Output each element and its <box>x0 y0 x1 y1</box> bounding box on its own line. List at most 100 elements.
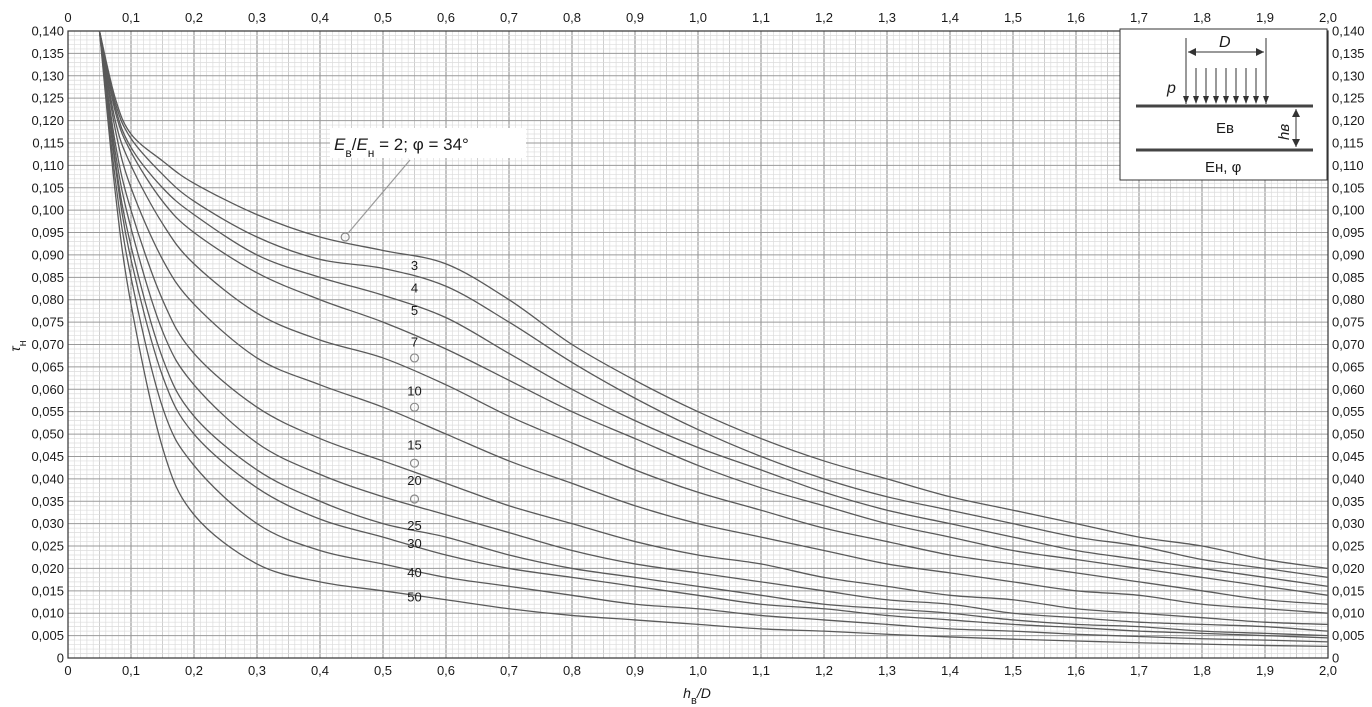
x-tick-label-bottom: 0,5 <box>374 663 392 678</box>
y-tick-label-right: 0,045 <box>1332 449 1365 464</box>
load-arrow-head <box>1223 96 1229 104</box>
y-tick-label-right: 0,050 <box>1332 427 1365 442</box>
x-tick-label-top: 2,0 <box>1319 10 1337 25</box>
y-tick-label-left: 0,120 <box>31 113 64 128</box>
x-tick-label-bottom: 0,4 <box>311 663 329 678</box>
x-tick-label-bottom: 1,5 <box>1004 663 1022 678</box>
y-tick-label-left: 0,125 <box>31 91 64 106</box>
x-tick-label-top: 0,5 <box>374 10 392 25</box>
y-tick-label-left: 0,080 <box>31 292 64 307</box>
ticks: 000,10,10,20,20,30,30,40,40,50,50,60,60,… <box>31 10 1364 678</box>
y-tick-label-right: 0,100 <box>1332 203 1365 218</box>
y-tick-label-right: 0,130 <box>1332 68 1365 83</box>
y-tick-label-right: 0,110 <box>1332 158 1364 173</box>
series-line-3 <box>98 30 1329 579</box>
x-tick-label-bottom: 0,8 <box>563 663 581 678</box>
load-arrow-head <box>1213 96 1219 104</box>
y-tick-label-right: 0,085 <box>1332 270 1365 285</box>
curve-marker <box>340 232 350 242</box>
y-tick-label-left: 0,135 <box>31 46 64 61</box>
y-tick-label-right: 0,080 <box>1332 292 1365 307</box>
y-tick-label-left: 0,115 <box>32 135 64 150</box>
y-tick-label-left: 0,095 <box>31 225 64 240</box>
load-arrow-head <box>1233 96 1239 104</box>
curve-label-15: 15 <box>407 437 421 452</box>
y-tick-label-left: 0,140 <box>31 24 64 39</box>
curve-label-5: 5 <box>411 303 418 318</box>
x-tick-label-bottom: 1,7 <box>1130 663 1148 678</box>
load-arrows <box>1183 68 1269 104</box>
y-tick-label-right: 0,065 <box>1332 359 1365 374</box>
curve-label-4: 4 <box>411 281 418 296</box>
y-tick-label-left: 0,130 <box>31 68 64 83</box>
load-arrow-head <box>1263 96 1269 104</box>
curve-marker <box>409 402 420 412</box>
load-arrow-head <box>1193 96 1199 104</box>
x-tick-label-bottom: 1,2 <box>815 663 833 678</box>
x-tick-label-top: 1,5 <box>1004 10 1022 25</box>
x-tick-label-bottom: 0,1 <box>122 663 140 678</box>
x-tick-label-bottom: 1,0 <box>689 663 707 678</box>
curve-marker <box>409 458 420 468</box>
x-tick-label-bottom: 0 <box>64 663 71 678</box>
x-tick-label-top: 0,9 <box>626 10 644 25</box>
x-tick-label-top: 0 <box>64 10 71 25</box>
curve-label-40: 40 <box>407 565 421 580</box>
load-arrow-head <box>1183 96 1189 104</box>
y-tick-label-right: 0,030 <box>1332 516 1365 531</box>
x-tick-label-top: 0,4 <box>311 10 329 25</box>
x-tick-label-top: 1,1 <box>752 10 770 25</box>
curve-label-50: 50 <box>407 590 421 605</box>
y-tick-label-right: 0,020 <box>1332 561 1365 576</box>
x-tick-label-top: 1,9 <box>1256 10 1274 25</box>
x-tick-label-top: 1,2 <box>815 10 833 25</box>
series-line-5 <box>98 30 1329 596</box>
curve-label-20: 20 <box>407 473 421 488</box>
y-tick-label-right: 0,090 <box>1332 247 1365 262</box>
y-tick-label-right: 0,025 <box>1332 539 1365 554</box>
y-tick-label-right: 0,070 <box>1332 337 1365 352</box>
y-tick-label-right: 0,105 <box>1332 180 1365 195</box>
y-tick-label-right: 0,035 <box>1332 494 1365 509</box>
annotation-text: Eв/Eн = 2; φ = 34° <box>334 135 469 160</box>
x-axis-title: hв/D <box>683 685 711 707</box>
load-arrow-head <box>1203 96 1209 104</box>
y-tick-label-left: 0,045 <box>31 449 64 464</box>
x-tick-label-top: 1,4 <box>941 10 959 25</box>
x-tick-label-top: 0,7 <box>500 10 518 25</box>
x-tick-label-top: 0,2 <box>185 10 203 25</box>
y-tick-label-right: 0,040 <box>1332 471 1365 486</box>
x-tick-label-bottom: 1,3 <box>878 663 896 678</box>
y-tick-label-right: 0,135 <box>1332 46 1365 61</box>
x-tick-label-top: 1,3 <box>878 10 896 25</box>
curve-label-30: 30 <box>407 536 421 551</box>
curve-marker <box>409 494 420 504</box>
series-line-40 <box>98 30 1329 643</box>
labels: hв/D τн 3 4 5 7 10 15 20 25 30 40 50 Eв/Eн = 2; φ = 3… <box>7 128 711 707</box>
y-tick-label-left: 0 <box>57 651 64 666</box>
y-tick-label-left: 0,075 <box>31 315 64 330</box>
x-tick-label-bottom: 0,7 <box>500 663 518 678</box>
series-line-10 <box>98 30 1329 614</box>
inset-label-en: Eн, φ <box>1205 159 1242 176</box>
inset-diagram: D p Eв hв Eн, φ <box>1119 28 1328 181</box>
plot-frame <box>67 30 1329 659</box>
load-arrow-head <box>1253 96 1259 104</box>
y-axis-title: τн <box>7 340 29 351</box>
x-tick-label-top: 1,7 <box>1130 10 1148 25</box>
series-line-7 <box>98 30 1329 605</box>
series-line-20 <box>98 30 1329 632</box>
load-arrow-head <box>1243 96 1249 104</box>
x-tick-label-top: 1,6 <box>1067 10 1085 25</box>
y-tick-label-left: 0,070 <box>31 337 64 352</box>
x-tick-label-bottom: 1,8 <box>1193 663 1211 678</box>
y-tick-label-left: 0,050 <box>31 427 64 442</box>
inset-label-d: D <box>1219 34 1231 51</box>
x-tick-label-bottom: 1,6 <box>1067 663 1085 678</box>
annotation-leader <box>347 159 411 234</box>
series-line-50 <box>98 30 1329 648</box>
series-line-30 <box>98 30 1329 639</box>
x-tick-label-bottom: 0,2 <box>185 663 203 678</box>
y-tick-label-left: 0,015 <box>31 583 64 598</box>
x-tick-label-bottom: 0,3 <box>248 663 266 678</box>
